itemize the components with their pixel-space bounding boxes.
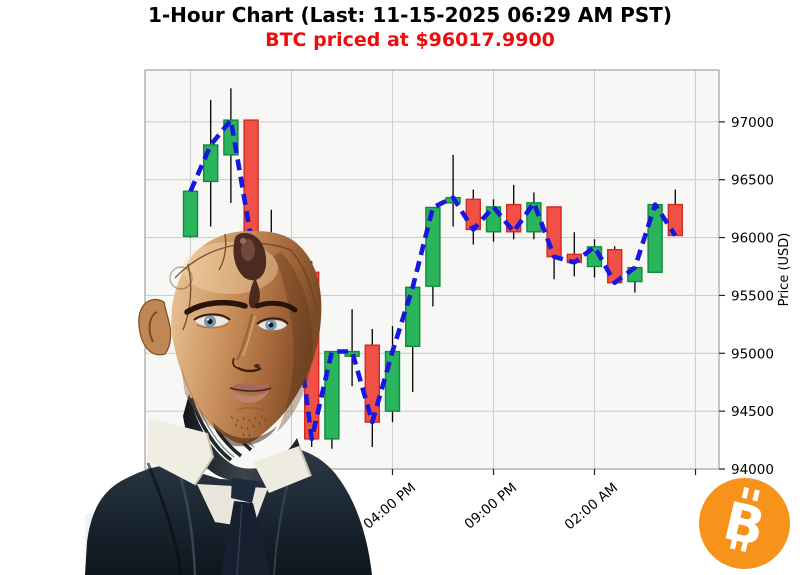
bitcoin-circle <box>699 478 790 569</box>
lapel-shadow-left <box>146 462 183 575</box>
face-shade-right <box>273 252 313 432</box>
chart-header: 1-Hour Chart (Last: 11-15-2025 06:29 AM … <box>35 2 785 53</box>
mouth <box>229 383 272 403</box>
tie-knot <box>231 478 257 503</box>
robot-neck <box>183 394 305 482</box>
robot-avatar <box>85 230 372 575</box>
collar-left-fold <box>194 432 215 486</box>
y-tick-label: 96500 <box>731 173 774 189</box>
y-tick-label: 94500 <box>731 404 774 420</box>
candle-up <box>647 203 663 273</box>
y-tick-label: 94000 <box>731 462 774 478</box>
chin-crease <box>236 407 265 411</box>
y-tick-label: 97000 <box>731 115 774 131</box>
plot-border <box>144 69 720 470</box>
robot-ear <box>138 298 172 356</box>
eyebrow-left <box>184 299 248 315</box>
collar-right <box>253 446 311 493</box>
eye-right <box>256 317 289 332</box>
y-axis-title: Price (USD) <box>777 233 792 307</box>
bitcoin-logo: B <box>699 478 790 569</box>
candle-up <box>384 350 401 412</box>
collar-left <box>147 418 213 485</box>
chin-stubble <box>230 414 267 438</box>
eye-left <box>193 313 231 329</box>
y-tick-label: 95500 <box>731 288 774 304</box>
x-tick-label: 09:00 PM <box>462 480 521 533</box>
eyebrow-right <box>254 300 298 313</box>
y-tick-label: 96000 <box>731 231 774 247</box>
tie-sheen <box>236 503 243 575</box>
under-chin-shadow <box>213 422 277 447</box>
jaw-shade-left <box>181 366 221 432</box>
price-subtitle: BTC priced at $96017.9900 <box>265 29 555 51</box>
ear-curl <box>148 311 158 343</box>
nose <box>232 313 262 383</box>
collar-right-fold <box>298 445 312 477</box>
forehead-drip <box>233 233 267 309</box>
scalp-seams <box>169 233 317 331</box>
y-tick-label: 95000 <box>731 346 774 362</box>
x-tick-label: 02:00 AM <box>562 480 621 533</box>
candle-up <box>425 206 441 287</box>
chart-title: 1-Hour Chart (Last: 11-15-2025 06:29 AM … <box>147 3 673 27</box>
tie-blade <box>221 501 271 575</box>
